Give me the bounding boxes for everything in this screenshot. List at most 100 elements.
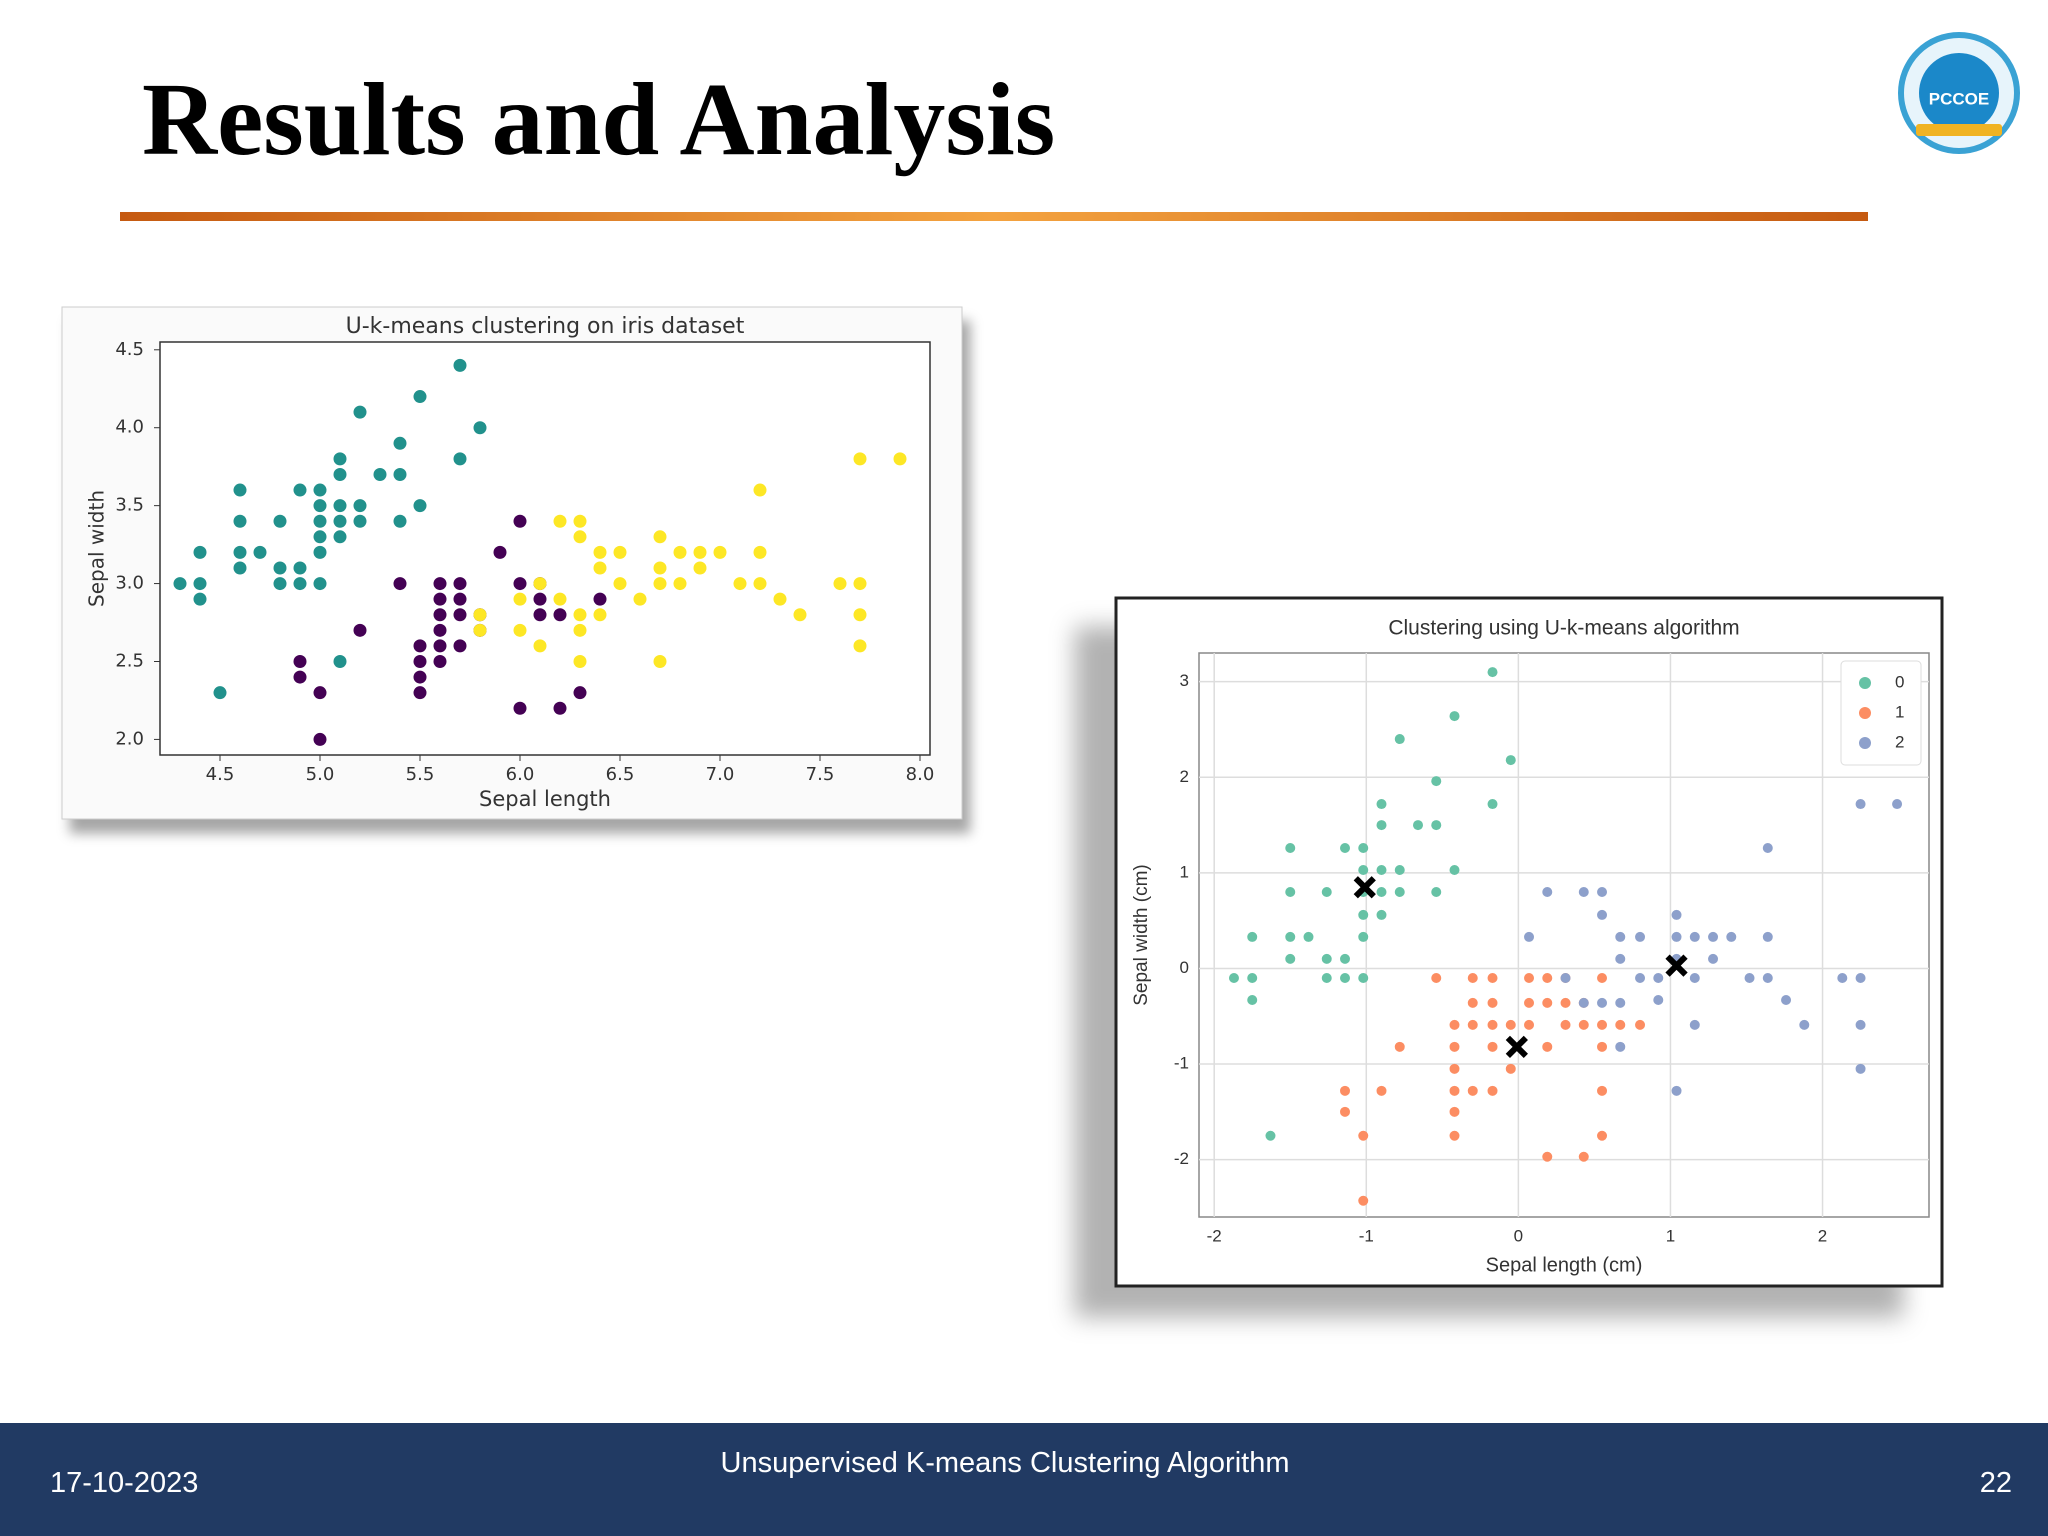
point: [553, 592, 567, 606]
legend-swatch: [1859, 707, 1871, 719]
point: [413, 390, 427, 404]
point: [1321, 973, 1332, 984]
point: [433, 639, 447, 653]
point: [593, 561, 607, 575]
point: [1376, 1085, 1387, 1096]
y-tick-label: 4.0: [115, 417, 144, 438]
point: [1837, 973, 1848, 984]
point: [1247, 931, 1258, 942]
point: [393, 514, 407, 528]
point: [893, 452, 907, 466]
point: [773, 592, 787, 606]
point: [313, 686, 327, 700]
point: [453, 452, 467, 466]
point: [1671, 1085, 1682, 1096]
point: [793, 608, 807, 622]
plot-area: [1198, 652, 1930, 1218]
point: [853, 577, 867, 591]
y-tick-label: 4.5: [115, 339, 144, 360]
x-tick-label: 8.0: [906, 764, 935, 785]
x-tick-label: 0: [1514, 1226, 1523, 1245]
legend-label: 1: [1895, 702, 1904, 721]
logo-text: PCCOE: [1929, 89, 1989, 108]
logo-banner: [1916, 124, 2002, 136]
point: [333, 499, 347, 513]
point: [1578, 886, 1589, 897]
point: [1524, 931, 1535, 942]
point: [513, 701, 527, 715]
point: [1487, 1019, 1498, 1030]
point: [553, 514, 567, 528]
point: [1615, 1019, 1626, 1030]
point: [1376, 799, 1387, 810]
point: [493, 545, 507, 559]
point: [433, 592, 447, 606]
point: [1762, 843, 1773, 854]
point: [513, 623, 527, 637]
point: [1394, 864, 1405, 875]
point: [1376, 864, 1387, 875]
point: [1799, 1019, 1810, 1030]
point: [1431, 820, 1442, 831]
slide-title: Results and Analysis: [142, 62, 1056, 177]
point: [433, 608, 447, 622]
point: [1505, 755, 1516, 766]
y-tick-label: 2.5: [115, 650, 144, 671]
point: [1524, 1019, 1535, 1030]
point: [1285, 931, 1296, 942]
point: [1855, 799, 1866, 810]
legend-label: 2: [1895, 732, 1904, 751]
point: [213, 686, 227, 700]
point: [673, 545, 687, 559]
point: [233, 514, 247, 528]
point: [273, 561, 287, 575]
point: [1449, 1063, 1460, 1074]
point: [1228, 973, 1239, 984]
point: [1394, 886, 1405, 897]
point: [1358, 1130, 1369, 1141]
point: [633, 592, 647, 606]
point: [1376, 909, 1387, 920]
point: [413, 639, 427, 653]
x-tick-label: 6.5: [606, 764, 635, 785]
point: [333, 514, 347, 528]
point: [413, 499, 427, 513]
point: [353, 499, 367, 513]
point: [533, 608, 547, 622]
x-tick-label: 5.5: [406, 764, 435, 785]
centroid: [1505, 1035, 1528, 1058]
point: [853, 452, 867, 466]
point: [1358, 973, 1369, 984]
point: [313, 732, 327, 746]
point: [653, 577, 667, 591]
y-tick-label: 0: [1180, 958, 1189, 977]
point: [1597, 886, 1608, 897]
legend-box: [1840, 660, 1922, 766]
point: [333, 452, 347, 466]
y-axis-label: Sepal width (cm): [1131, 864, 1152, 1006]
point: [1449, 1085, 1460, 1096]
point: [1671, 931, 1682, 942]
point: [753, 545, 767, 559]
x-tick-label: 7.5: [806, 764, 835, 785]
point: [653, 530, 667, 544]
point: [293, 483, 307, 497]
y-tick-label: 1: [1180, 862, 1189, 881]
point: [1855, 973, 1866, 984]
point: [1321, 886, 1332, 897]
point: [1542, 997, 1553, 1008]
point: [1340, 1085, 1350, 1096]
x-axis-label: Sepal length: [479, 787, 611, 811]
chart-title: U-k-means clustering on iris dataset: [346, 314, 745, 339]
point: [533, 639, 547, 653]
point: [613, 577, 627, 591]
point: [1449, 1019, 1460, 1030]
point: [313, 577, 327, 591]
point: [393, 467, 407, 481]
point: [1449, 711, 1460, 722]
point: [1358, 909, 1369, 920]
point: [1431, 776, 1442, 787]
point: [1376, 886, 1387, 897]
point: [233, 561, 247, 575]
point: [1671, 909, 1682, 920]
